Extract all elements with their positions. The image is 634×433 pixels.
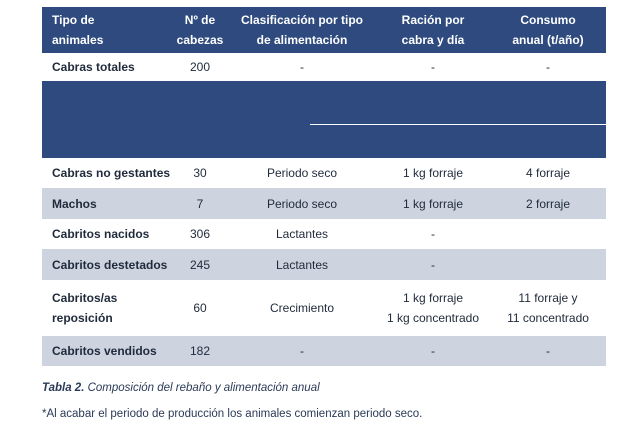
header-animal-type-line1: Tipo de [52,13,95,27]
cell-animal-type-line1: Cabritos/as [52,291,118,305]
cell-animal-type: Cabritos destetados [42,249,172,280]
cell-animal-type: Cabritos vendidos [42,336,172,366]
table-row: Cabritos vendidos 182 - - - [42,336,606,366]
header-feeding-class-line1: Clasificación por tipo [240,13,363,27]
cell-feeding-class: Lactantes [228,219,376,249]
header-head-count-line2: cabezas [176,33,224,47]
table-row: Cabritos/as reposición 60 Crecimiento 1 … [42,280,606,336]
footnote: *Al acabar el periodo de producción los … [42,408,423,420]
cell-annual-consumption [490,249,606,280]
cell-head-count: 306 [172,219,228,249]
cell-animal-type: Cabras no gestantes [42,158,172,188]
table-header-row: Tipo de animales Nº de cabezas Clasifica… [42,7,606,53]
cell-annual-consumption: - [490,336,606,366]
header-feeding-class-line2: de alimentación [256,33,348,47]
cell-annual-consumption: 2 forraje [490,188,606,219]
cell-animal-type: Machos [42,188,172,219]
cell-feeding-class: - [228,336,376,366]
cell-annual-consumption: - [490,53,606,81]
cell-feeding-class: Periodo seco [228,158,376,188]
cell-daily-ration: - [376,53,490,81]
cell-annual-consumption: 11 forraje y 11 concentrado [490,280,606,336]
header-animal-type-line2: animales [52,33,104,47]
table-row: Machos 7 Periodo seco 1 kg forraje 2 for… [42,188,606,219]
cell-feeding-class: Lactantes [228,249,376,280]
header-annual-consumption-line2: anual (t/año) [512,33,584,47]
header-daily-ration-line2: cabra y día [401,33,465,47]
cell-head-count: 7 [172,188,228,219]
caption-label: Tabla 2. [42,382,85,394]
cell-annual-consumption-line2: 11 concentrado [507,311,589,325]
blank-band-cell [42,81,606,158]
cell-daily-ration-line2: 1 kg concentrado [386,311,480,325]
table-row: Cabritos nacidos 306 Lactantes - [42,219,606,249]
cell-annual-consumption-line1: 11 forraje y [518,291,578,305]
header-daily-ration: Ración por cabra y día [376,7,490,53]
cell-daily-ration-line1: 1 kg forraje [402,291,464,305]
herd-composition-table: Tipo de animales Nº de cabezas Clasifica… [42,7,606,366]
cell-head-count: 60 [172,280,228,336]
cell-feeding-class: Periodo seco [228,188,376,219]
table-row: Cabras no gestantes 30 Periodo seco 1 kg… [42,158,606,188]
table-caption: Tabla 2. Composición del rebaño y alimen… [42,382,320,394]
cell-daily-ration: - [376,336,490,366]
header-daily-ration-line1: Ración por [401,13,465,27]
cell-head-count: 182 [172,336,228,366]
table-row: Cabras totales 200 - - - [42,53,606,81]
cell-head-count: 245 [172,249,228,280]
cell-daily-ration: 1 kg forraje [376,188,490,219]
cell-animal-type: Cabras totales [42,53,172,81]
cell-feeding-class: - [228,53,376,81]
cell-daily-ration: - [376,219,490,249]
cell-feeding-class: Crecimiento [228,280,376,336]
cell-animal-type: Cabritos/as reposición [42,280,172,336]
cell-animal-type: Cabritos nacidos [42,219,172,249]
cell-animal-type-line2: reposición [52,311,113,325]
band-divider-line [310,124,606,125]
cell-daily-ration: - [376,249,490,280]
header-annual-consumption: Consumo anual (t/año) [490,7,606,53]
table-row: Cabritos destetados 245 Lactantes - [42,249,606,280]
blank-header-band [42,81,606,158]
header-feeding-class: Clasificación por tipo de alimentación [228,7,376,53]
cell-head-count: 200 [172,53,228,81]
cell-annual-consumption [490,219,606,249]
header-animal-type: Tipo de animales [42,7,172,53]
cell-daily-ration: 1 kg forraje [376,158,490,188]
caption-text: Composición del rebaño y alimentación an… [84,382,320,394]
header-head-count: Nº de cabezas [172,7,228,53]
header-head-count-line1: Nº de [184,13,216,27]
cell-annual-consumption: 4 forraje [490,158,606,188]
cell-head-count: 30 [172,158,228,188]
cell-daily-ration: 1 kg forraje 1 kg concentrado [376,280,490,336]
header-annual-consumption-line1: Consumo [520,13,576,27]
